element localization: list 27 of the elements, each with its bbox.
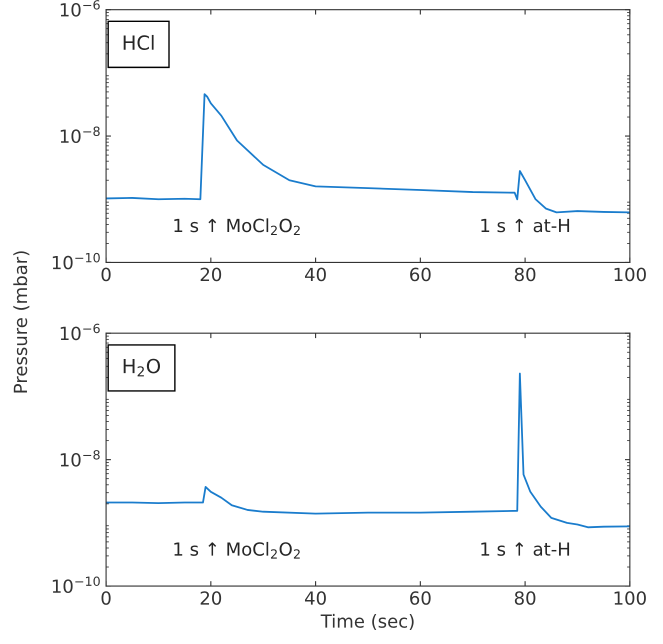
x-tick-label: 20: [200, 268, 222, 282]
y-tick-label: 10$^{−6}$: [60, 324, 100, 340]
x-tick-label: 100: [614, 591, 646, 605]
text: H$_{2}$O: [124, 358, 160, 376]
x-tick-label: 0: [102, 268, 111, 282]
x-tick-label: 20: [200, 591, 222, 605]
x-axis-title: Time (sec): [320, 614, 414, 630]
text: HCl: [124, 34, 154, 50]
y-tick-label: 10$^{−10}$: [52, 252, 100, 270]
x-tick-label: 60: [410, 268, 431, 282]
y-tick-label: 10$^{−8}$: [60, 126, 100, 144]
annotation: 1 s ↑ MoCl$_{2}$O$_{2}$: [174, 218, 300, 236]
x-tick-label: 80: [514, 268, 536, 282]
y-tick-label: 10$^{−10}$: [52, 576, 100, 594]
line-series: [106, 93, 630, 214]
x-tick-label: 40: [304, 591, 326, 605]
x-tick-label: 60: [410, 591, 431, 605]
x-tick-label: 100: [614, 268, 646, 282]
annotation: 1 s ↑ at-H: [481, 218, 570, 232]
y-tick-label: 10$^{−8}$: [60, 450, 100, 467]
x-tick-label: 80: [514, 591, 536, 605]
x-tick-label: 40: [304, 268, 326, 282]
annotation: 1 s ↑ at-H: [481, 542, 570, 556]
y-axis-title: Pressure (mbar): [13, 251, 30, 392]
x-tick-label: 0: [102, 591, 111, 605]
annotation: 1 s ↑ MoCl$_{2}$O$_{2}$: [174, 542, 300, 559]
y-tick-label: 10$^{−6}$: [60, 0, 100, 17]
